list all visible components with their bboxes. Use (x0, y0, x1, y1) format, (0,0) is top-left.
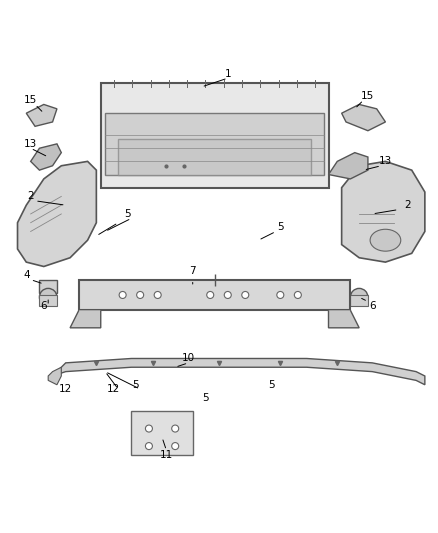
Circle shape (119, 292, 126, 298)
Text: 10: 10 (182, 353, 195, 364)
Text: 5: 5 (202, 393, 209, 403)
Text: 6: 6 (40, 301, 47, 311)
Text: 2: 2 (27, 191, 34, 201)
Text: 5: 5 (268, 379, 275, 390)
FancyBboxPatch shape (39, 295, 57, 306)
Text: 13: 13 (379, 156, 392, 166)
Circle shape (137, 292, 144, 298)
Ellipse shape (370, 229, 401, 251)
Text: 2: 2 (404, 200, 411, 210)
FancyBboxPatch shape (350, 295, 368, 306)
PathPatch shape (328, 152, 368, 179)
Text: 5: 5 (124, 209, 131, 219)
Circle shape (145, 442, 152, 449)
Text: 11: 11 (160, 450, 173, 460)
PathPatch shape (53, 359, 425, 385)
Text: 6: 6 (369, 301, 376, 311)
Text: 1: 1 (224, 69, 231, 79)
PathPatch shape (328, 310, 359, 328)
Text: 5: 5 (277, 222, 284, 232)
Circle shape (277, 292, 284, 298)
Circle shape (145, 425, 152, 432)
Text: 15: 15 (24, 95, 37, 105)
Circle shape (242, 292, 249, 298)
Text: 12: 12 (107, 384, 120, 394)
Circle shape (224, 292, 231, 298)
Text: 4: 4 (23, 270, 30, 280)
Circle shape (294, 292, 301, 298)
FancyBboxPatch shape (39, 280, 57, 293)
PathPatch shape (31, 144, 61, 170)
Circle shape (350, 288, 368, 306)
Text: 5: 5 (132, 379, 139, 390)
FancyBboxPatch shape (118, 140, 311, 174)
Text: 13: 13 (24, 139, 37, 149)
PathPatch shape (342, 161, 425, 262)
FancyBboxPatch shape (131, 411, 193, 455)
Text: 15: 15 (361, 91, 374, 101)
FancyBboxPatch shape (105, 113, 324, 174)
PathPatch shape (18, 161, 96, 266)
Circle shape (154, 292, 161, 298)
Text: 7: 7 (189, 266, 196, 276)
PathPatch shape (26, 104, 57, 126)
PathPatch shape (342, 104, 385, 131)
Text: 12: 12 (59, 384, 72, 394)
PathPatch shape (48, 367, 61, 385)
Circle shape (207, 292, 214, 298)
FancyBboxPatch shape (79, 280, 350, 310)
Circle shape (172, 442, 179, 449)
Circle shape (172, 425, 179, 432)
PathPatch shape (70, 310, 101, 328)
FancyBboxPatch shape (101, 83, 328, 188)
Circle shape (39, 288, 57, 306)
